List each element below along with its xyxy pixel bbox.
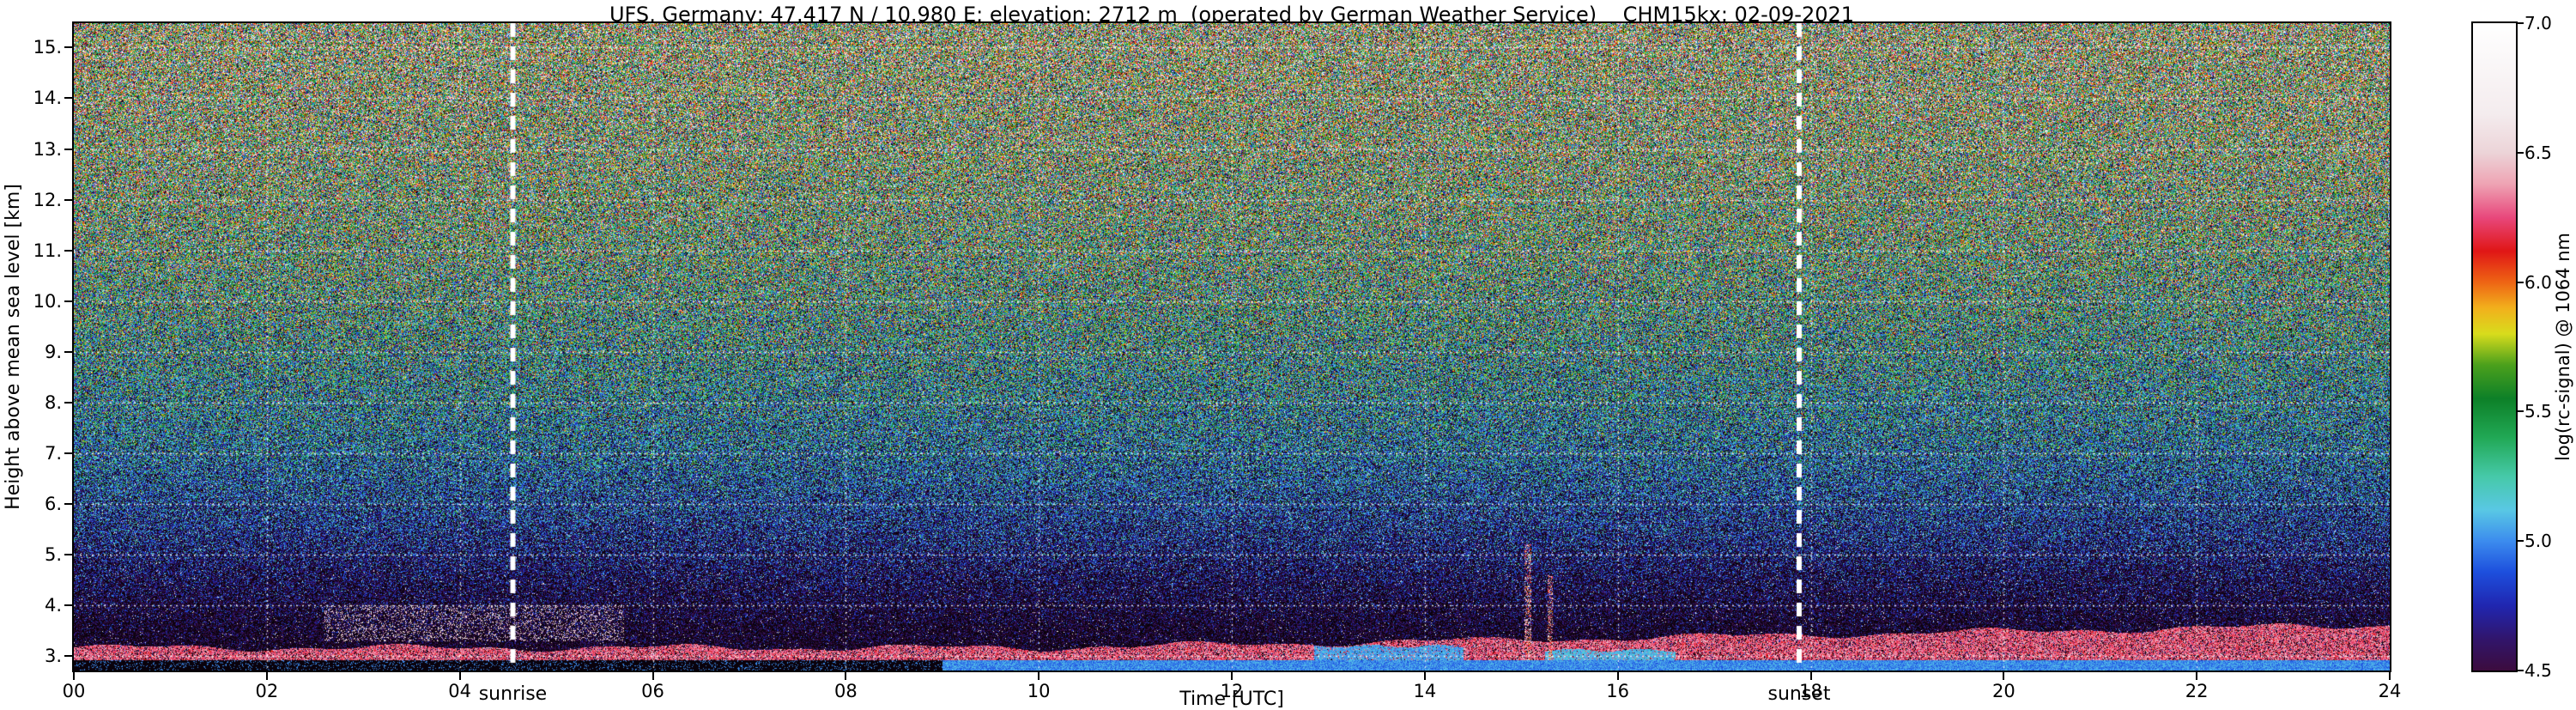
x-tick-mark	[1424, 672, 1426, 680]
y-tick-mark	[64, 604, 72, 606]
y-tick-label: 8.	[15, 391, 62, 414]
colorbar-tick-mark	[2518, 22, 2524, 24]
x-tick-label: 10	[1011, 680, 1066, 702]
x-tick-label: 22	[2169, 680, 2224, 702]
y-tick-mark	[64, 503, 72, 505]
x-tick-mark	[2003, 672, 2004, 680]
x-tick-label: 24	[2362, 680, 2417, 702]
plot-area	[72, 21, 2391, 672]
colorbar-gradient	[2473, 23, 2516, 671]
y-tick-label: 14.	[15, 87, 62, 109]
x-tick-mark	[1231, 672, 1233, 680]
x-tick-label: 14	[1397, 680, 1452, 702]
y-tick-label: 3.	[15, 645, 62, 667]
x-tick-label: 06	[626, 680, 681, 702]
x-tick-mark	[1038, 672, 1039, 680]
x-tick-label: 02	[239, 680, 294, 702]
colorbar-tick-mark	[2518, 152, 2524, 154]
figure: UFS, Germany; 47.417 N / 10.980 E; eleva…	[0, 0, 2576, 707]
y-tick-mark	[64, 97, 72, 99]
colorbar-tick-label: 7.0	[2524, 12, 2576, 34]
colorbar-tick-label: 6.0	[2524, 271, 2576, 294]
x-tick-label: 18	[1784, 680, 1839, 702]
colorbar-tick-mark	[2518, 282, 2524, 283]
x-tick-mark	[73, 672, 75, 680]
x-tick-label: 08	[818, 680, 873, 702]
x-tick-mark	[2196, 672, 2197, 680]
colorbar-label: log(rc-signal) @ 1064 nm	[2553, 132, 2573, 561]
colorbar-tick-label: 5.5	[2524, 400, 2576, 422]
y-tick-mark	[64, 554, 72, 555]
colorbar-tick-label: 6.5	[2524, 142, 2576, 164]
x-tick-label: 12	[1204, 680, 1259, 702]
x-tick-mark	[266, 672, 268, 680]
y-tick-mark	[64, 149, 72, 150]
colorbar-tick-label: 4.5	[2524, 659, 2576, 682]
heatmap-canvas	[74, 23, 2390, 671]
y-tick-mark	[64, 250, 72, 252]
x-tick-label: 00	[46, 680, 101, 702]
x-tick-mark	[1810, 672, 1812, 680]
y-tick-mark	[64, 46, 72, 48]
y-tick-mark	[64, 199, 72, 201]
x-tick-mark	[459, 672, 461, 680]
y-tick-label: 12.	[15, 189, 62, 211]
y-tick-label: 7.	[15, 442, 62, 464]
colorbar-tick-mark	[2518, 670, 2524, 671]
y-tick-label: 9.	[15, 341, 62, 363]
colorbar-tick-label: 5.0	[2524, 530, 2576, 552]
x-tick-mark	[652, 672, 654, 680]
y-tick-mark	[64, 351, 72, 353]
y-tick-label: 4.	[15, 594, 62, 616]
x-tick-label: 16	[1591, 680, 1646, 702]
y-tick-label: 11.	[15, 240, 62, 262]
y-tick-mark	[64, 300, 72, 302]
y-tick-mark	[64, 655, 72, 657]
y-tick-label: 10.	[15, 290, 62, 313]
colorbar-tick-mark	[2518, 410, 2524, 412]
y-tick-label: 13.	[15, 138, 62, 161]
y-tick-label: 5.	[15, 543, 62, 566]
y-tick-label: 15.	[15, 36, 62, 58]
colorbar-tick-mark	[2518, 540, 2524, 542]
y-tick-mark	[64, 452, 72, 454]
y-tick-mark	[64, 402, 72, 404]
x-tick-label: 04	[433, 680, 488, 702]
x-tick-mark	[1617, 672, 1619, 680]
colorbar-frame	[2471, 21, 2518, 672]
x-tick-mark	[2389, 672, 2391, 680]
x-tick-mark	[845, 672, 846, 680]
x-tick-label: 20	[1976, 680, 2031, 702]
y-tick-label: 6.	[15, 493, 62, 515]
